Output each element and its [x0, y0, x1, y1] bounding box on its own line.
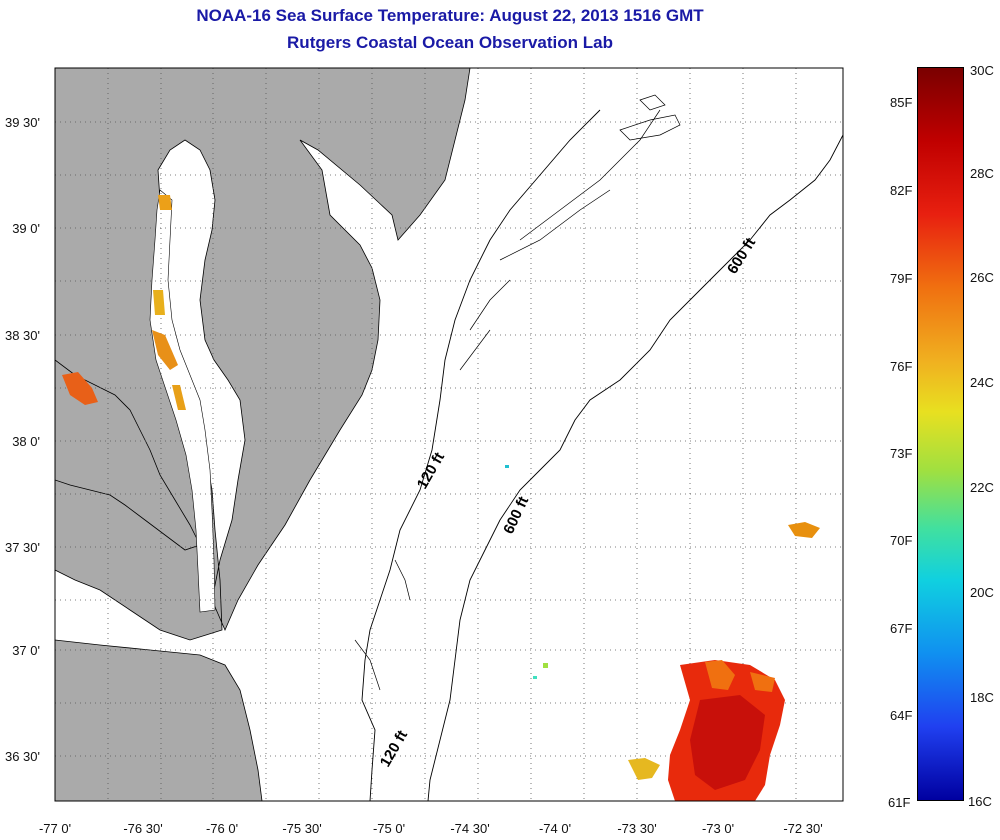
- colorbar-celsius-label: 26C: [970, 270, 994, 285]
- colorbar-celsius-label: 18C: [970, 690, 994, 705]
- colorbar-celsius-label: 28C: [970, 166, 994, 181]
- lat-tick-label: 38 0': [12, 434, 40, 449]
- temperature-colorbar: [917, 67, 964, 801]
- sst-bay-patch-4: [172, 385, 186, 410]
- colorbar-fahrenheit-label: 73F: [890, 446, 913, 461]
- sst-bay-patch-3: [152, 330, 178, 370]
- sst-patch-east: [788, 522, 820, 538]
- lon-tick-label: -73 30': [617, 821, 656, 836]
- colorbar-fahrenheit-label: 85F: [890, 95, 913, 110]
- sst-pixel: [533, 676, 537, 679]
- colorbar-fahrenheit-label: 70F: [890, 533, 913, 548]
- lon-tick-label: -75 0': [373, 821, 405, 836]
- lon-tick-label: -74 0': [539, 821, 571, 836]
- lon-tick-label: -76 0': [206, 821, 238, 836]
- land-western-shore: [55, 359, 201, 551]
- longitude-axis: -77 0' -76 30' -76 0' -75 30' -75 0' -74…: [39, 821, 823, 836]
- contour-120ft: [361, 109, 601, 801]
- colorbar-fahrenheit-label: 64F: [890, 708, 913, 723]
- map-frame: [54, 67, 844, 802]
- colorbar-celsius-label: 30C: [970, 63, 994, 78]
- sst-patch-southwest: [628, 758, 660, 780]
- lon-tick-label: -76 30': [123, 821, 162, 836]
- lat-tick-label: 37 0': [12, 643, 40, 658]
- map-title: NOAA-16 Sea Surface Temperature: August …: [196, 6, 704, 25]
- colorbar-fahrenheit-label: 67F: [890, 621, 913, 636]
- colorbar-fahrenheit-label: 79F: [890, 271, 913, 286]
- map-subtitle: Rutgers Coastal Ocean Observation Lab: [287, 33, 613, 52]
- sst-pixel: [543, 663, 548, 668]
- sst-warm-patch-core: [690, 695, 765, 790]
- colorbar-celsius-label: 16C: [968, 794, 992, 809]
- lat-tick-label: 38 30': [5, 328, 40, 343]
- lat-tick-label: 39 0': [12, 221, 40, 236]
- sst-warm-patch-edge: [705, 660, 775, 692]
- colorbar-celsius-label: 24C: [970, 375, 994, 390]
- sst-pixel: [505, 465, 509, 468]
- colorbar-fahrenheit-label: 61F: [888, 795, 911, 810]
- colorbar-celsius-label: 20C: [970, 585, 994, 600]
- contour-600ft-shelf-break: [427, 134, 843, 801]
- lon-tick-label: -77 0': [39, 821, 71, 836]
- colorbar-fahrenheit-label: 76F: [890, 359, 913, 374]
- lon-tick-label: -73 0': [702, 821, 734, 836]
- colorbar-fahrenheit-label: 82F: [890, 183, 913, 198]
- lon-tick-label: -74 30': [450, 821, 489, 836]
- lat-tick-label: 36 30': [5, 749, 40, 764]
- land-southern-peninsula: [55, 639, 263, 801]
- lat-tick-label: 39 30': [5, 115, 40, 130]
- latitude-axis: 39 30' 39 0' 38 30' 38 0' 37 30' 37 0' 3…: [5, 115, 40, 764]
- lon-tick-label: -72 30': [783, 821, 822, 836]
- colorbar-celsius-label: 22C: [970, 480, 994, 495]
- lon-tick-label: -75 30': [282, 821, 321, 836]
- sst-data-pixels: [62, 195, 820, 801]
- contour-shelf-features: [354, 94, 681, 691]
- sst-river-patch: [62, 372, 98, 405]
- sst-bay-patch-2: [153, 290, 165, 315]
- lat-tick-label: 37 30': [5, 540, 40, 555]
- sst-bay-patch-1: [158, 195, 172, 210]
